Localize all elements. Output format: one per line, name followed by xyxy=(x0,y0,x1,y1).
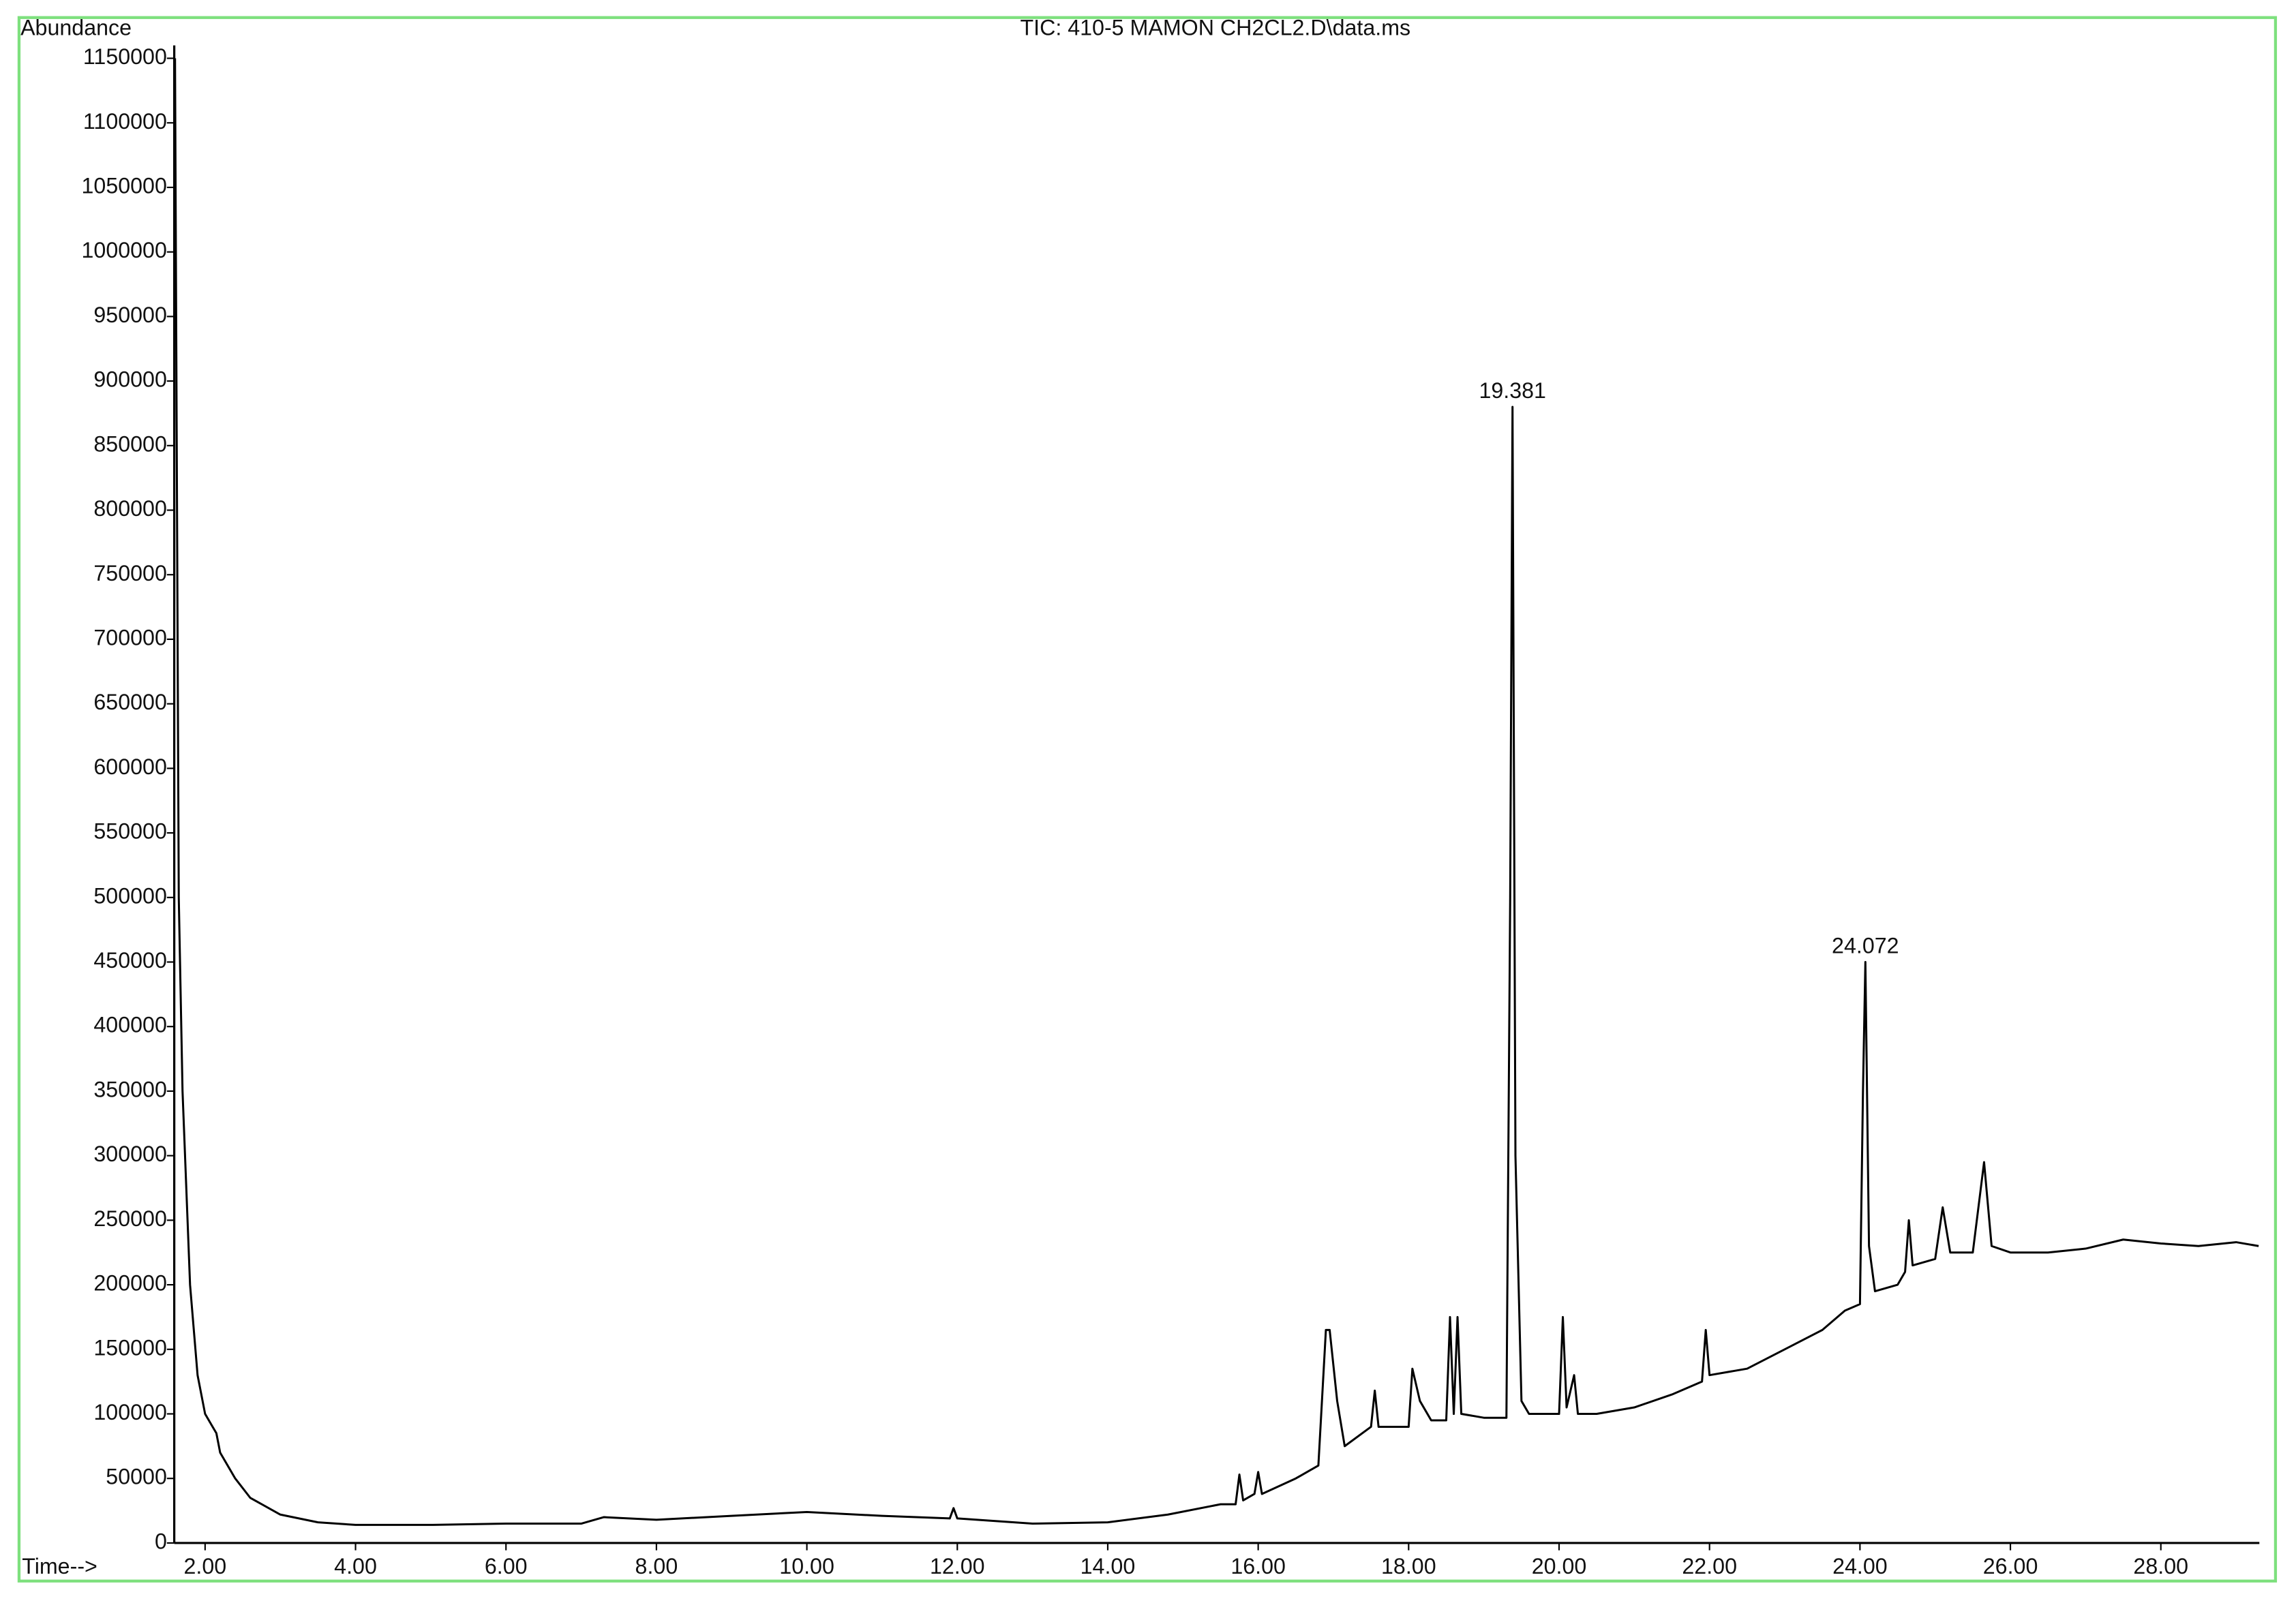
frame xyxy=(17,16,2278,1583)
y-tick-label: 600000 xyxy=(93,754,166,779)
x-tick-label: 2.00 xyxy=(184,1554,227,1578)
y-tick-label: 750000 xyxy=(93,561,166,585)
x-tick-label: 18.00 xyxy=(1381,1554,1436,1578)
y-tick-label: 650000 xyxy=(93,690,166,714)
y-tick-label: 200000 xyxy=(93,1271,166,1296)
y-tick-label: 100000 xyxy=(93,1400,166,1424)
y-tick-label: 1000000 xyxy=(82,238,167,262)
x-tick-label: 4.00 xyxy=(334,1554,377,1578)
y-tick-label: 50000 xyxy=(106,1465,167,1489)
y-tick-label: 0 xyxy=(155,1529,167,1553)
x-tick-label: 20.00 xyxy=(1532,1554,1587,1578)
y-tick-label: 450000 xyxy=(93,948,166,973)
y-tick-label: 150000 xyxy=(93,1335,166,1360)
chart-title: TIC: 410-5 MAMON CH2CL2.D\data.ms xyxy=(1020,15,1410,40)
y-tick-label: 700000 xyxy=(93,625,166,650)
x-tick-label: 6.00 xyxy=(485,1554,528,1578)
y-tick-label: 950000 xyxy=(93,303,166,327)
y-tick-label: 900000 xyxy=(93,367,166,392)
y-tick-label: 1050000 xyxy=(82,173,167,198)
y-axis-label: Abundance xyxy=(20,15,132,40)
x-tick-label: 14.00 xyxy=(1081,1554,1136,1578)
y-tick-label: 500000 xyxy=(93,883,166,908)
x-axis-label: Time--> xyxy=(22,1554,97,1578)
x-tick-label: 12.00 xyxy=(930,1554,985,1578)
x-tick-label: 8.00 xyxy=(635,1554,678,1578)
chromatogram-line xyxy=(174,58,2259,1526)
x-tick-label: 10.00 xyxy=(779,1554,834,1578)
y-tick-label: 800000 xyxy=(93,496,166,521)
y-tick-label: 300000 xyxy=(93,1142,166,1166)
x-tick-label: 26.00 xyxy=(1983,1554,2038,1578)
y-tick-label: 250000 xyxy=(93,1206,166,1231)
y-tick-label: 350000 xyxy=(93,1077,166,1101)
y-tick-label: 550000 xyxy=(93,819,166,844)
x-tick-label: 28.00 xyxy=(2133,1554,2188,1578)
y-tick-label: 400000 xyxy=(93,1013,166,1037)
peak-label: 19.381 xyxy=(1479,378,1546,403)
y-tick-label: 1100000 xyxy=(83,109,167,134)
y-tick-label: 1150000 xyxy=(83,44,167,69)
x-tick-label: 24.00 xyxy=(1832,1554,1888,1578)
y-tick-label: 850000 xyxy=(93,431,166,456)
x-tick-label: 16.00 xyxy=(1230,1554,1286,1578)
x-tick-label: 22.00 xyxy=(1682,1554,1737,1578)
peak-label: 24.072 xyxy=(1832,934,1899,958)
